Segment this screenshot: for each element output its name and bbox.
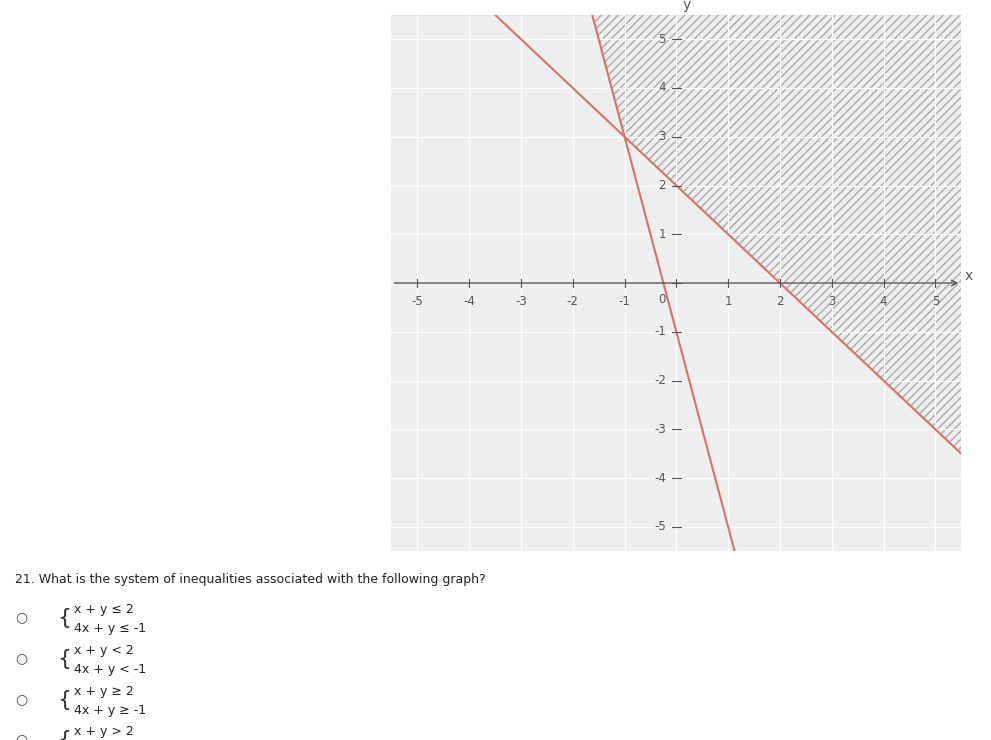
Text: y: y bbox=[683, 0, 691, 12]
Text: -4: -4 bbox=[463, 295, 475, 309]
Text: -4: -4 bbox=[654, 471, 666, 485]
Text: -2: -2 bbox=[654, 374, 666, 387]
Text: -5: -5 bbox=[411, 295, 423, 309]
Text: 4x + y < -1: 4x + y < -1 bbox=[74, 663, 147, 676]
Text: 1: 1 bbox=[724, 295, 732, 309]
Text: 2: 2 bbox=[776, 295, 784, 309]
Text: 21. What is the system of inequalities associated with the following graph?: 21. What is the system of inequalities a… bbox=[15, 574, 486, 587]
Text: 4: 4 bbox=[658, 81, 666, 95]
Text: 5: 5 bbox=[659, 33, 666, 46]
Text: {: { bbox=[57, 730, 71, 740]
Text: x: x bbox=[965, 269, 973, 283]
Text: {: { bbox=[57, 608, 71, 628]
Text: 4x + y ≤ -1: 4x + y ≤ -1 bbox=[74, 622, 147, 636]
Text: 0: 0 bbox=[659, 293, 666, 306]
Text: x + y ≤ 2: x + y ≤ 2 bbox=[74, 603, 134, 616]
Text: 4: 4 bbox=[880, 295, 887, 309]
Text: -3: -3 bbox=[654, 423, 666, 436]
Text: 5: 5 bbox=[932, 295, 939, 309]
Text: x + y > 2: x + y > 2 bbox=[74, 725, 134, 739]
Text: {: { bbox=[57, 690, 71, 710]
Text: -5: -5 bbox=[654, 520, 666, 534]
Text: 2: 2 bbox=[658, 179, 666, 192]
Text: -2: -2 bbox=[567, 295, 579, 309]
Text: ○: ○ bbox=[15, 651, 27, 665]
Text: ○: ○ bbox=[15, 733, 27, 740]
Text: 3: 3 bbox=[828, 295, 835, 309]
Text: ○: ○ bbox=[15, 610, 27, 625]
Text: 3: 3 bbox=[659, 130, 666, 144]
Text: x + y ≥ 2: x + y ≥ 2 bbox=[74, 684, 134, 698]
Text: -1: -1 bbox=[618, 295, 630, 309]
Text: 4x + y ≥ -1: 4x + y ≥ -1 bbox=[74, 704, 147, 717]
Text: 1: 1 bbox=[658, 228, 666, 240]
Text: {: { bbox=[57, 649, 71, 669]
Text: x + y < 2: x + y < 2 bbox=[74, 644, 134, 657]
Text: -3: -3 bbox=[515, 295, 527, 309]
Text: ○: ○ bbox=[15, 692, 27, 706]
Text: -1: -1 bbox=[654, 326, 666, 338]
